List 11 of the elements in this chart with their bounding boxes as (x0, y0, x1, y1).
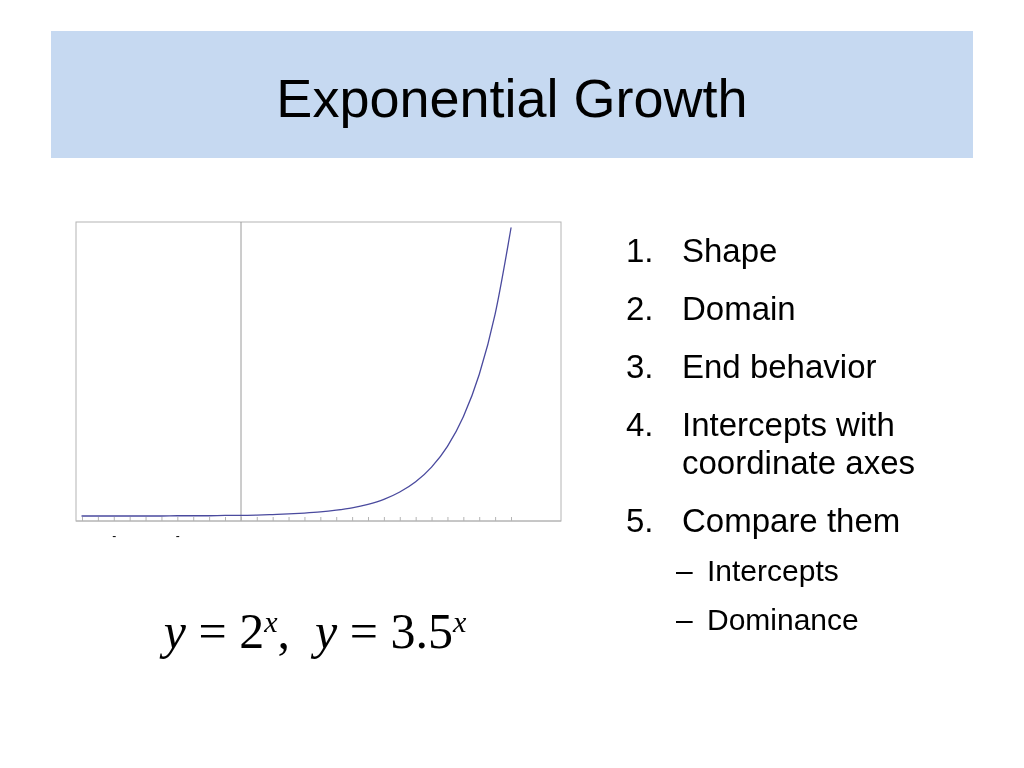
text: y = 2$^{x}$, y = 3.5$^{x}$ (158, 603, 467, 659)
x-tick-label: - (175, 528, 180, 543)
text: – Dominance (676, 603, 859, 636)
text: – Intercepts (676, 554, 839, 587)
text: 3. End behavior (626, 348, 877, 385)
chart-title: Exponential Growth (276, 68, 748, 128)
text: 4. Intercepts with coordinate axes (626, 406, 915, 481)
text: 1. Shape (626, 232, 778, 269)
text: 5. Compare them (626, 502, 901, 539)
x-tick-label: - (112, 528, 117, 543)
text: 2. Domain (626, 290, 796, 327)
